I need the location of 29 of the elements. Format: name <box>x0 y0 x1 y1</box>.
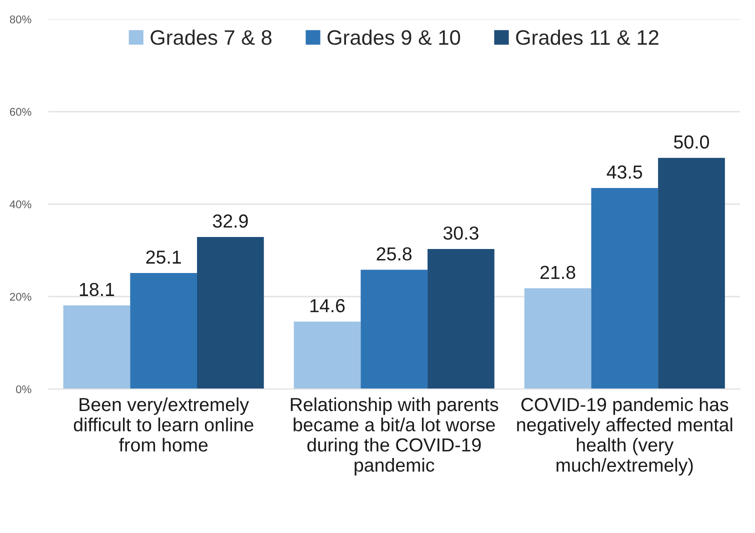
y-tick-label: 60% <box>10 108 32 116</box>
y-tick-label: 80% <box>10 15 32 24</box>
bar <box>591 188 658 390</box>
bar <box>63 305 130 390</box>
legend-label: Grades 9 & 10 <box>328 30 460 45</box>
data-label: 43.5 <box>606 165 642 179</box>
bar <box>294 322 361 390</box>
x-tick-label: Relationship with parents became a bit/a lot worse during the COVID-19 pandemic <box>290 397 498 476</box>
x-tick-label: COVID-19 pandemic has negatively affected mental health (very much/extremely) <box>517 397 732 476</box>
y-tick-label: 0% <box>16 385 32 394</box>
data-label: 32.9 <box>212 214 248 228</box>
legend-label: Grades 7 & 8 <box>150 30 272 45</box>
data-label: 50.0 <box>674 135 710 149</box>
data-label: 18.1 <box>80 282 114 296</box>
legend-label: Grades 11 & 12 <box>516 30 658 45</box>
bar <box>524 288 592 390</box>
bar <box>197 236 264 390</box>
bar <box>130 273 198 390</box>
bar <box>658 158 725 390</box>
data-label: 30.3 <box>443 226 478 240</box>
x-tick-label: Been very/extremely difficult to learn online from home <box>74 397 254 452</box>
data-label: 25.1 <box>146 250 181 264</box>
data-label: 14.6 <box>310 299 345 312</box>
y-tick-label: 20% <box>10 292 32 301</box>
data-label: 25.8 <box>376 247 412 261</box>
bar <box>360 270 428 390</box>
bar <box>428 248 494 390</box>
y-tick-label: 40% <box>10 200 32 208</box>
data-label: 21.8 <box>540 266 576 280</box>
